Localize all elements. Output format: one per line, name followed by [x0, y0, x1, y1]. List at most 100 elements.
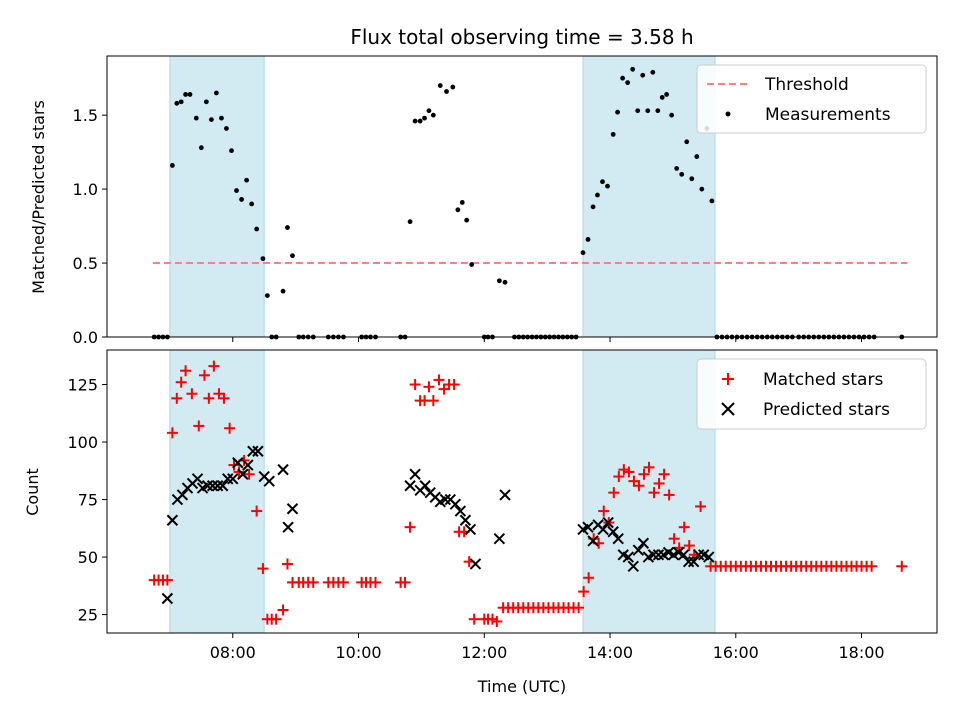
y-axis-ticks: 0.0 0.5 1.0 1.5: [73, 106, 107, 347]
matched-point: [653, 477, 665, 489]
measurement-point: [469, 262, 475, 267]
x-tick-label: 10:00: [335, 643, 381, 662]
observing-window: [582, 55, 716, 338]
measurement-point: [659, 95, 665, 100]
matched-point: [243, 468, 255, 480]
y-tick-label: 0.0: [73, 328, 98, 347]
measurement-point: [684, 139, 690, 145]
predicted-point: [227, 473, 239, 485]
measurement-point: [655, 108, 661, 114]
matched-point: [663, 489, 675, 501]
predicted-point: [499, 489, 511, 501]
predicted-point: [637, 537, 650, 549]
measurement-point: [430, 112, 436, 118]
predicted-point: [652, 549, 665, 561]
measurement-point: [422, 115, 427, 121]
matched-point: [643, 461, 655, 473]
measurement-point: [699, 186, 705, 192]
y-tick-label: 125: [67, 376, 98, 395]
matched-point: [668, 533, 680, 545]
predicted-point: [692, 549, 705, 561]
measurement-point: [635, 108, 641, 114]
y-tick-label: 50: [78, 548, 98, 567]
matched-point: [491, 615, 503, 627]
legend-predicted-swatch: [721, 402, 735, 416]
measurement-point: [669, 112, 675, 118]
legend-matched-swatch: [722, 373, 734, 385]
matched-point: [203, 392, 215, 404]
measurement-point: [407, 219, 413, 225]
measurement-point: [280, 288, 286, 294]
predicted-point: [449, 498, 462, 510]
legend: Matched stars Predicted stars: [696, 358, 927, 430]
x-tick-label: 16:00: [713, 643, 759, 662]
predicted-point: [454, 505, 467, 517]
measurement-point: [664, 92, 670, 97]
matched-point: [678, 521, 690, 533]
measurement-point: [174, 100, 180, 106]
x-axis-ticks: 08:00 10:00 12:00 14:00 16:00 18:00: [210, 633, 885, 662]
matched-point: [695, 500, 707, 512]
measurement-point: [239, 197, 244, 202]
matched-point: [423, 381, 435, 393]
measurement-point: [229, 148, 234, 154]
measurement-point: [412, 118, 418, 124]
matched-point: [233, 466, 245, 478]
measurement-point: [496, 278, 502, 284]
predicted-point: [277, 463, 289, 476]
matched-point: [399, 576, 411, 588]
legend-measurements-swatch: [725, 111, 731, 117]
matched-point: [404, 521, 416, 533]
measurement-point: [694, 154, 700, 159]
x-axis-label: Time (UTC): [477, 677, 566, 696]
measurement-point: [290, 253, 295, 259]
matched-point: [613, 471, 625, 483]
matched-point: [307, 576, 319, 588]
plot-frame: [106, 55, 938, 338]
measurement-point: [620, 75, 626, 81]
matched-point: [171, 392, 183, 404]
predicted-point: [464, 523, 477, 536]
measurement-point: [219, 115, 224, 121]
legend: Threshold Measurements: [696, 64, 927, 134]
matched-point: [633, 480, 645, 492]
x-tick-label: 18:00: [838, 643, 884, 662]
measurement-point: [645, 108, 651, 114]
matched-point: [161, 574, 173, 586]
x-tick-label: 08:00: [210, 643, 256, 662]
y-axis-ticks: 25 50 75 100 125: [67, 376, 107, 625]
predicted-point: [582, 521, 594, 533]
legend-threshold-label: Threshold: [764, 75, 849, 95]
matched-point: [193, 420, 205, 432]
measurement-point: [260, 256, 266, 262]
matched-point: [224, 422, 236, 434]
observing-window: [169, 55, 265, 338]
matched-point: [175, 376, 187, 388]
predicted-point: [201, 480, 214, 492]
y-tick-label: 1.5: [73, 106, 98, 125]
measurement-point: [437, 83, 443, 88]
predicted-point: [237, 468, 249, 480]
matched-point: [228, 459, 240, 471]
measurement-point: [198, 145, 204, 151]
measurement-point: [605, 183, 610, 189]
predicted-point: [602, 516, 614, 529]
matched-point: [369, 576, 381, 588]
x-axis-ticks: [232, 337, 863, 342]
measurement-point: [187, 92, 193, 97]
matched-point: [896, 560, 908, 572]
measurement-point: [709, 198, 715, 204]
predicted-point: [247, 445, 259, 457]
observing-window: [582, 349, 716, 634]
plot-frame: [106, 349, 938, 634]
matched-point: [866, 560, 878, 572]
legend-frame: [696, 64, 927, 134]
measurement-point: [674, 166, 680, 171]
predicted-point: [409, 468, 421, 480]
predicted-point: [222, 473, 234, 485]
predicted-point: [439, 493, 451, 506]
y-tick-label: 100: [67, 433, 98, 452]
measurement-point: [585, 236, 591, 242]
matched-point: [270, 613, 282, 625]
legend-predicted-label: Predicted stars: [763, 400, 890, 420]
